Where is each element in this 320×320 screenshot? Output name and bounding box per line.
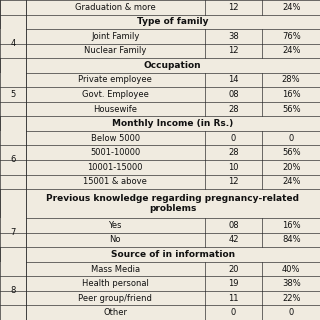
Text: 5001-10000: 5001-10000 bbox=[90, 148, 140, 157]
Text: 10: 10 bbox=[228, 163, 239, 172]
Text: Monthly Income (in Rs.): Monthly Income (in Rs.) bbox=[112, 119, 233, 128]
Text: 7: 7 bbox=[10, 228, 15, 237]
Text: 8: 8 bbox=[10, 265, 15, 274]
Text: 24%: 24% bbox=[282, 3, 300, 12]
Text: 42: 42 bbox=[228, 236, 239, 244]
Text: Below 5000: Below 5000 bbox=[91, 134, 140, 143]
Text: 40%: 40% bbox=[282, 265, 300, 274]
Text: Joint Family: Joint Family bbox=[91, 32, 140, 41]
Text: 08: 08 bbox=[228, 221, 239, 230]
Text: 12: 12 bbox=[228, 46, 239, 55]
Text: 38: 38 bbox=[228, 32, 239, 41]
Bar bbox=[0, 131, 26, 189]
Text: 22%: 22% bbox=[282, 294, 300, 303]
Text: Other: Other bbox=[103, 308, 127, 317]
Text: 20: 20 bbox=[228, 265, 239, 274]
Text: Private employee: Private employee bbox=[78, 76, 152, 84]
Text: Type of family: Type of family bbox=[137, 17, 209, 26]
Text: Occupation: Occupation bbox=[144, 61, 202, 70]
Text: 16%: 16% bbox=[282, 90, 300, 99]
Text: 10001-15000: 10001-15000 bbox=[87, 163, 143, 172]
Text: 0: 0 bbox=[231, 308, 236, 317]
Text: 08: 08 bbox=[228, 90, 239, 99]
Text: 12: 12 bbox=[228, 3, 239, 12]
Text: 6: 6 bbox=[10, 156, 15, 164]
Text: Govt. Employee: Govt. Employee bbox=[82, 90, 148, 99]
Text: Source of in information: Source of in information bbox=[111, 250, 235, 259]
Text: 19: 19 bbox=[228, 279, 239, 288]
Text: 7: 7 bbox=[10, 221, 15, 230]
Text: 76%: 76% bbox=[282, 32, 300, 41]
Text: Mass Media: Mass Media bbox=[91, 265, 140, 274]
Text: 28: 28 bbox=[228, 105, 239, 114]
Text: 56%: 56% bbox=[282, 148, 300, 157]
Text: No: No bbox=[109, 236, 121, 244]
Text: 4: 4 bbox=[10, 32, 15, 41]
Text: 28%: 28% bbox=[282, 76, 300, 84]
Text: Nuclear Family: Nuclear Family bbox=[84, 46, 146, 55]
Bar bbox=[0, 73, 26, 116]
Text: 24%: 24% bbox=[282, 177, 300, 186]
Text: 12: 12 bbox=[228, 177, 239, 186]
Text: 16%: 16% bbox=[282, 221, 300, 230]
Text: 20%: 20% bbox=[282, 163, 300, 172]
Bar bbox=[0, 262, 26, 320]
Text: 56%: 56% bbox=[282, 105, 300, 114]
Text: Housewife: Housewife bbox=[93, 105, 137, 114]
Text: 28: 28 bbox=[228, 148, 239, 157]
Bar bbox=[0, 29, 26, 58]
Text: 11: 11 bbox=[228, 294, 239, 303]
Text: Graduation & more: Graduation & more bbox=[75, 3, 156, 12]
Text: 6: 6 bbox=[10, 134, 15, 143]
Text: 14: 14 bbox=[228, 76, 239, 84]
Text: 24%: 24% bbox=[282, 46, 300, 55]
Text: 0: 0 bbox=[231, 134, 236, 143]
Text: 5: 5 bbox=[10, 90, 15, 99]
Text: 8: 8 bbox=[10, 286, 15, 295]
Text: 0: 0 bbox=[289, 134, 294, 143]
Text: 0: 0 bbox=[289, 308, 294, 317]
Text: Peer group/friend: Peer group/friend bbox=[78, 294, 152, 303]
Text: Health personal: Health personal bbox=[82, 279, 148, 288]
Text: 38%: 38% bbox=[282, 279, 300, 288]
Text: 5: 5 bbox=[10, 76, 15, 84]
Text: 15001 & above: 15001 & above bbox=[83, 177, 147, 186]
Text: 84%: 84% bbox=[282, 236, 300, 244]
Bar bbox=[0, 218, 26, 247]
Text: 4: 4 bbox=[10, 39, 15, 48]
Text: Previous knowledge regarding pregnancy-related
problems: Previous knowledge regarding pregnancy-r… bbox=[46, 194, 299, 213]
Text: Yes: Yes bbox=[108, 221, 122, 230]
